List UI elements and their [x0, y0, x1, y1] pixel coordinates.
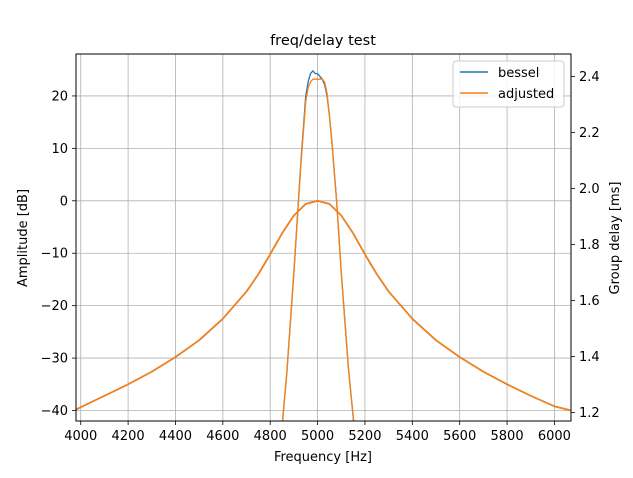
y2-axis-label: Group delay [ms]	[608, 182, 623, 295]
y-tick-label: −10	[41, 247, 68, 262]
legend: bessel adjusted	[452, 60, 565, 108]
y2-tick-label: 2.0	[579, 182, 600, 197]
y-tick-label: 0	[60, 194, 68, 209]
x-axis-label: Frequency [Hz]	[274, 450, 372, 465]
y-tick-label: −40	[41, 404, 68, 419]
y2-tick-label: 1.8	[579, 238, 600, 253]
y-tick-label: −20	[41, 299, 68, 314]
y-tick-label: 20	[51, 89, 68, 104]
legend-label-bessel: bessel	[498, 66, 539, 81]
x-axis-ticks: 4000 4200 4400 4600 4800 5000 5200 5400 5600 5800…	[64, 421, 571, 444]
y2-tick-label: 1.6	[579, 294, 600, 309]
x-tick-label: 4600	[206, 429, 239, 444]
x-tick-label: 5600	[443, 429, 476, 444]
x-tick-label: 4000	[64, 429, 97, 444]
y2-tick-label: 2.4	[579, 70, 600, 85]
y2-tick-label: 1.4	[579, 350, 600, 365]
x-tick-label: 4400	[159, 429, 192, 444]
x-tick-label: 6000	[538, 429, 571, 444]
y-axis-ticks: −40 −30 −20 −10 0 10 20	[41, 89, 76, 419]
y2-tick-label: 2.2	[579, 126, 600, 141]
series-layer	[76, 70, 571, 421]
x-tick-label: 5000	[301, 429, 334, 444]
chart-title: freq/delay test	[270, 33, 376, 49]
plot-frame	[75, 53, 572, 422]
legend-label-adjusted: adjusted	[498, 87, 554, 102]
x-tick-label: 5800	[491, 429, 524, 444]
grid	[76, 54, 571, 421]
x-tick-label: 5200	[348, 429, 381, 444]
x-tick-label: 4200	[112, 429, 145, 444]
x-tick-label: 4800	[254, 429, 287, 444]
y-axis-label: Amplitude [dB]	[16, 189, 31, 287]
y2-axis-ticks: 1.2 1.4 1.6 1.8 2.0 2.2 2.4	[571, 70, 600, 421]
y-tick-label: −30	[41, 352, 68, 367]
series-adjusted-group-delay-line	[281, 78, 355, 421]
y2-tick-label: 1.2	[579, 406, 600, 421]
series-adjusted-amplitude-line	[76, 200, 571, 412]
x-tick-label: 5400	[396, 429, 429, 444]
y-tick-label: 10	[51, 142, 68, 157]
